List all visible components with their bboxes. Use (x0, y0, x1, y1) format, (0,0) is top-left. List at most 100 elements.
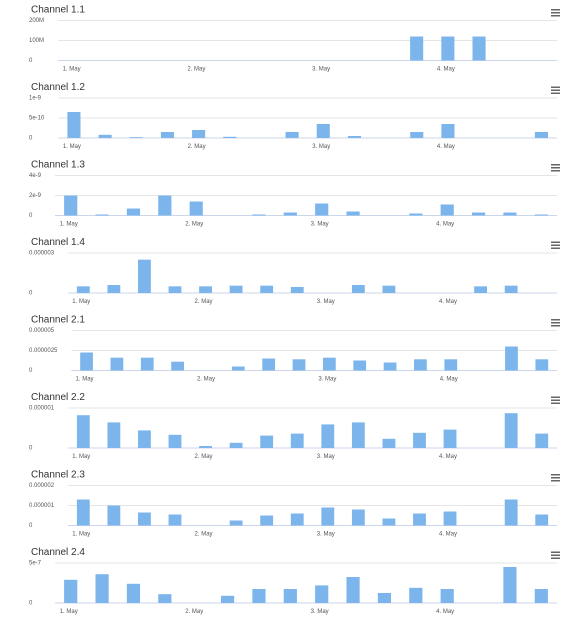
bar (138, 430, 151, 448)
bar (292, 359, 306, 371)
menu-button[interactable] (551, 551, 560, 560)
bar (168, 286, 182, 293)
bar (107, 505, 121, 526)
bar (443, 511, 457, 526)
menu-button[interactable] (551, 474, 560, 482)
bar (315, 203, 329, 216)
bar (316, 124, 330, 138)
bar (351, 285, 365, 293)
bar (377, 593, 392, 603)
menu-icon-line (551, 477, 560, 479)
bar (67, 112, 81, 138)
bar (283, 212, 297, 216)
bar (229, 442, 243, 448)
menu-icon-line (551, 167, 560, 169)
bar (346, 211, 360, 216)
bar (321, 424, 335, 448)
menu-button[interactable] (551, 164, 560, 172)
bar (440, 204, 454, 216)
y-tick-label: 0 (29, 523, 33, 529)
chart: Channel 1.3 0 2e-9 4e-9 1. May 2. May 3. May 4.… (29, 160, 560, 228)
bar (168, 514, 182, 526)
bar (290, 287, 304, 293)
bar (535, 514, 549, 526)
bar (413, 432, 426, 448)
menu-icon-line (551, 480, 560, 482)
bar (64, 579, 78, 603)
bar (322, 357, 336, 371)
menu-icon-line (551, 164, 560, 166)
bar (503, 212, 517, 216)
bar (223, 136, 237, 138)
x-tick-label: 2. May (185, 222, 203, 228)
bar (252, 589, 266, 603)
menu-icon-line (551, 319, 560, 321)
bar (505, 346, 518, 371)
x-tick-label: 1. May (72, 299, 90, 305)
menu-icon-line (551, 396, 560, 398)
x-tick-label: 1. May (63, 144, 81, 150)
x-tick-label: 1. May (72, 454, 90, 460)
chart: Channel 1.2 0 5e-10 1e-9 1. May 2. May 3. May 4… (29, 82, 560, 150)
bar (80, 352, 93, 371)
y-tick-label: 0 (29, 446, 33, 452)
bar (382, 518, 396, 526)
x-tick-label: 3. May (317, 299, 335, 305)
bar (535, 433, 549, 448)
menu-icon-line (551, 551, 560, 553)
y-tick-label: 2e-9 (29, 193, 42, 199)
bar (160, 132, 174, 138)
menu-icon-line (551, 241, 560, 243)
bar (440, 589, 454, 603)
bar (410, 36, 424, 61)
bar (351, 509, 365, 526)
x-tick-label: 1. May (60, 609, 78, 615)
bar (98, 134, 112, 138)
menu-icon-line (551, 170, 560, 172)
bar (353, 360, 367, 371)
bar (107, 285, 121, 293)
bar (107, 422, 121, 448)
menu-icon-line (551, 244, 560, 246)
bar (504, 285, 518, 293)
bar (76, 499, 90, 526)
bar (414, 359, 427, 371)
x-tick-label: 4. May (437, 67, 455, 73)
menu-button[interactable] (551, 9, 560, 17)
bar (262, 358, 276, 371)
menu-button[interactable] (551, 86, 560, 95)
menu-button[interactable] (551, 241, 560, 250)
bar (444, 359, 458, 371)
bar (503, 567, 517, 603)
menu-icon-line (551, 554, 560, 556)
bar (413, 513, 426, 526)
bar (534, 214, 548, 216)
x-tick-label: 3. May (317, 454, 335, 460)
bar (504, 499, 518, 526)
x-tick-label: 1. May (72, 532, 90, 538)
bar (290, 433, 304, 448)
bar (260, 285, 274, 293)
menu-button[interactable] (551, 396, 560, 405)
bar (192, 130, 206, 138)
bar (140, 357, 154, 371)
bar (158, 594, 172, 603)
bar (168, 434, 182, 448)
x-tick-label: 4. May (439, 454, 457, 460)
bar (290, 513, 304, 526)
chart: Channel 2.3 0 0.000001 0.000002 1. May 2. May… (29, 470, 560, 538)
menu-icon-line (551, 247, 560, 249)
bar (64, 195, 78, 216)
bar (443, 429, 457, 448)
bar (171, 361, 184, 371)
menu-icon-line (551, 92, 560, 94)
y-tick-label: 0 (29, 136, 33, 142)
menu-icon-line (551, 557, 560, 559)
bar (199, 446, 212, 448)
chart-title: Channel 1.3 (31, 160, 85, 171)
menu-button[interactable] (551, 319, 560, 327)
bar (95, 214, 109, 216)
y-tick-label: 0.0000025 (29, 348, 58, 354)
y-tick-label: 0.000001 (29, 406, 55, 412)
